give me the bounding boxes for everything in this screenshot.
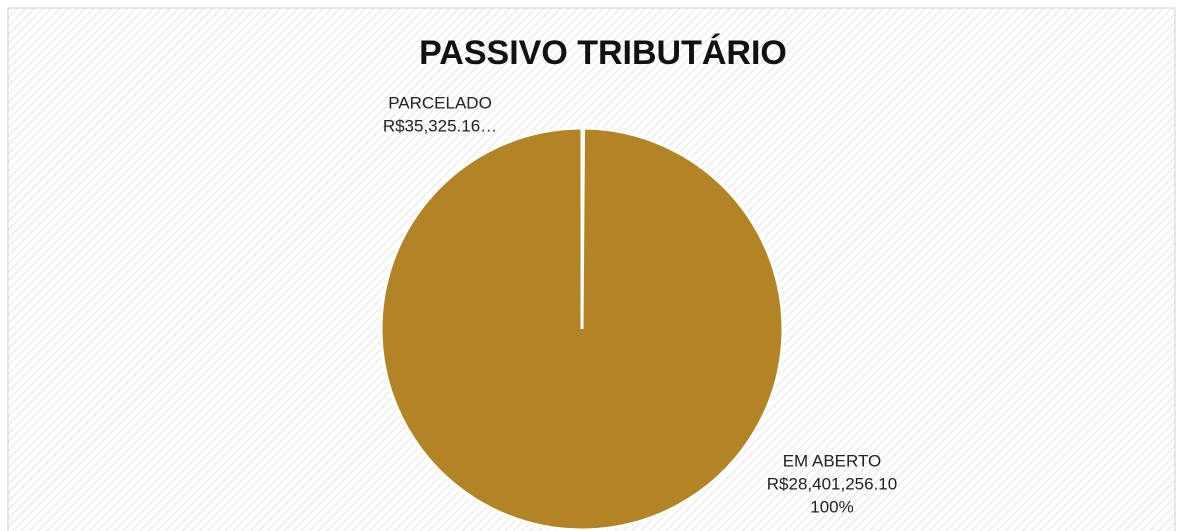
slice-percent-label: 100% (810, 497, 853, 516)
slice-value-label: R$28,401,256.10 (767, 474, 897, 493)
pie-slice (379, 126, 785, 531)
slice-label: PARCELADO (388, 93, 492, 112)
slice-value-label: R$35,325.16… (383, 116, 497, 135)
slice-label: EM ABERTO (783, 451, 882, 470)
chart-title: PASSIVO TRIBUTÁRIO (419, 34, 787, 72)
